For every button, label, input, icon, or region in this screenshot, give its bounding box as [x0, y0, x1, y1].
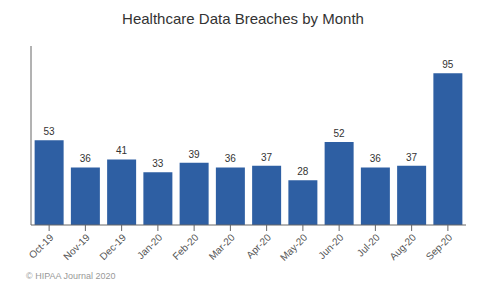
svg-text:Apr-20: Apr-20: [244, 231, 273, 260]
svg-text:33: 33: [152, 158, 164, 169]
svg-text:Dec-19: Dec-19: [97, 231, 128, 262]
svg-text:Jul-20: Jul-20: [355, 231, 382, 258]
svg-text:Feb-20: Feb-20: [170, 231, 200, 261]
svg-text:Oct-19: Oct-19: [27, 231, 56, 260]
svg-text:52: 52: [334, 128, 346, 139]
svg-text:36: 36: [80, 153, 92, 164]
svg-text:37: 37: [406, 152, 418, 163]
svg-text:95: 95: [442, 59, 454, 70]
html-text:© HIPAA Journal 2020: © HIPAA Journal 2020: [26, 271, 116, 281]
svg-text:39: 39: [189, 149, 201, 160]
svg-text:May-20: May-20: [278, 231, 310, 263]
svg-text:28: 28: [297, 166, 309, 177]
svg-text:Aug-20: Aug-20: [387, 231, 418, 262]
svg-text:Jun-20: Jun-20: [316, 231, 346, 261]
svg-text:Nov-19: Nov-19: [61, 231, 92, 262]
svg-text:37: 37: [261, 152, 273, 163]
svg-text:Sep-20: Sep-20: [424, 231, 455, 262]
svg-text:Jan-20: Jan-20: [135, 231, 165, 261]
svg-text:36: 36: [370, 153, 382, 164]
html-text:Healthcare Data Breaches by Mo: Healthcare Data Breaches by Month: [122, 10, 364, 27]
svg-text:53: 53: [44, 126, 56, 137]
svg-text:36: 36: [225, 153, 237, 164]
svg-text:41: 41: [116, 145, 128, 156]
svg-text:Mar-20: Mar-20: [207, 231, 237, 261]
